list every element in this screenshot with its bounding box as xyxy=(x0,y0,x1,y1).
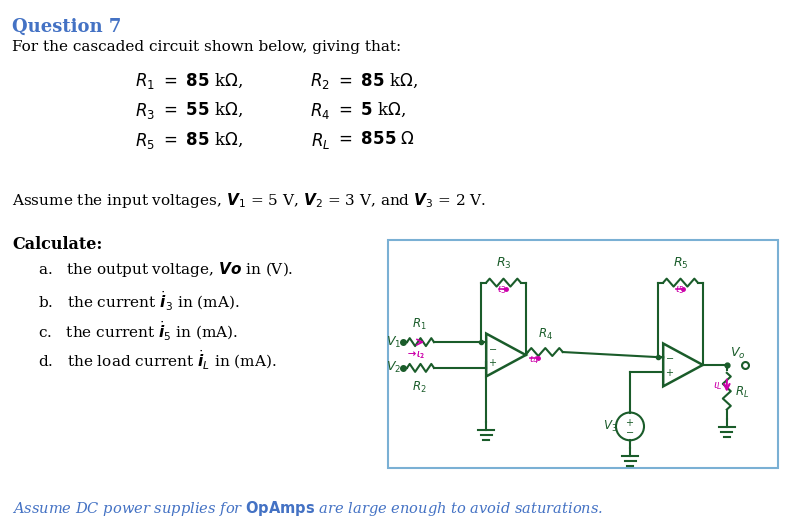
Text: Assume DC power supplies for $\mathbf{OpAmps}$ are large enough to avoid saturat: Assume DC power supplies for $\mathbf{Op… xyxy=(12,499,603,518)
Text: $R_4$: $R_4$ xyxy=(310,101,330,121)
Text: $-$: $-$ xyxy=(487,342,497,352)
Text: a.   the output voltage, $\boldsymbol{Vo}$ in (V).: a. the output voltage, $\boldsymbol{Vo}$… xyxy=(38,260,293,279)
Text: Calculate:: Calculate: xyxy=(12,236,103,253)
Text: $\iota_3$: $\iota_3$ xyxy=(498,284,507,296)
Text: $R_1$: $R_1$ xyxy=(135,72,155,91)
Text: $=$ $\mathbf{85}$ k$\Omega$,: $=$ $\mathbf{85}$ k$\Omega$, xyxy=(155,72,243,90)
Text: Assume the input voltages, $\boldsymbol{V}_1$ = 5 V, $\boldsymbol{V}_2$ = 3 V, a: Assume the input voltages, $\boldsymbol{… xyxy=(12,192,487,210)
Text: $V_1$: $V_1$ xyxy=(386,335,401,350)
Text: $V_o$: $V_o$ xyxy=(730,346,745,361)
Text: c.   the current $\dot{\boldsymbol{i}}_5$ in (mA).: c. the current $\dot{\boldsymbol{i}}_5$ … xyxy=(38,319,238,342)
Text: $V_3$: $V_3$ xyxy=(603,419,618,434)
Text: $-$: $-$ xyxy=(626,426,634,436)
Text: $+$: $+$ xyxy=(487,357,497,368)
Text: b.   the current $\dot{\boldsymbol{i}}_3$ in (mA).: b. the current $\dot{\boldsymbol{i}}_3$ … xyxy=(38,290,239,313)
Text: $R_2$: $R_2$ xyxy=(310,72,330,91)
Text: $R_1$: $R_1$ xyxy=(412,317,426,332)
Text: $\iota_4$: $\iota_4$ xyxy=(529,354,539,366)
Text: $=$ $\mathbf{85}$ k$\Omega$,: $=$ $\mathbf{85}$ k$\Omega$, xyxy=(155,131,243,149)
Text: $R_4$: $R_4$ xyxy=(538,327,553,342)
Text: $=$ $\mathbf{5}$ k$\Omega$,: $=$ $\mathbf{5}$ k$\Omega$, xyxy=(330,101,406,120)
Text: $V_2$: $V_2$ xyxy=(386,360,401,375)
Text: $\iota_L$: $\iota_L$ xyxy=(713,380,723,392)
Text: $+$: $+$ xyxy=(665,367,673,378)
Bar xyxy=(388,240,778,468)
Text: $\iota_5$: $\iota_5$ xyxy=(676,284,685,296)
Text: $R_5$: $R_5$ xyxy=(673,256,688,271)
Text: For the cascaded circuit shown below, giving that:: For the cascaded circuit shown below, gi… xyxy=(12,40,401,54)
Text: $=$ $\mathbf{85}$ k$\Omega$,: $=$ $\mathbf{85}$ k$\Omega$, xyxy=(330,72,418,90)
Text: $\rightarrow\!\iota_1$: $\rightarrow\!\iota_1$ xyxy=(406,349,425,361)
Text: $-$: $-$ xyxy=(665,352,674,362)
Text: $R_L$: $R_L$ xyxy=(735,385,749,400)
Text: $\rightarrow\!\iota_2$: $\rightarrow\!\iota_2$ xyxy=(406,349,425,361)
Text: $+$: $+$ xyxy=(626,417,634,428)
Text: $R_5$: $R_5$ xyxy=(135,131,155,151)
Text: d.   the load current $\dot{\boldsymbol{i}}_L$ in (mA).: d. the load current $\dot{\boldsymbol{i}… xyxy=(38,349,277,372)
Text: $R_3$: $R_3$ xyxy=(496,256,511,271)
Text: $=$ $\mathbf{55}$ k$\Omega$,: $=$ $\mathbf{55}$ k$\Omega$, xyxy=(155,101,243,120)
Text: Question 7: Question 7 xyxy=(12,18,122,36)
Text: $=$ $\mathbf{855}$ $\Omega$: $=$ $\mathbf{855}$ $\Omega$ xyxy=(330,131,415,148)
Text: $R_3$: $R_3$ xyxy=(135,101,155,121)
Text: $R_2$: $R_2$ xyxy=(412,380,426,395)
Text: $R_L$: $R_L$ xyxy=(311,131,330,151)
